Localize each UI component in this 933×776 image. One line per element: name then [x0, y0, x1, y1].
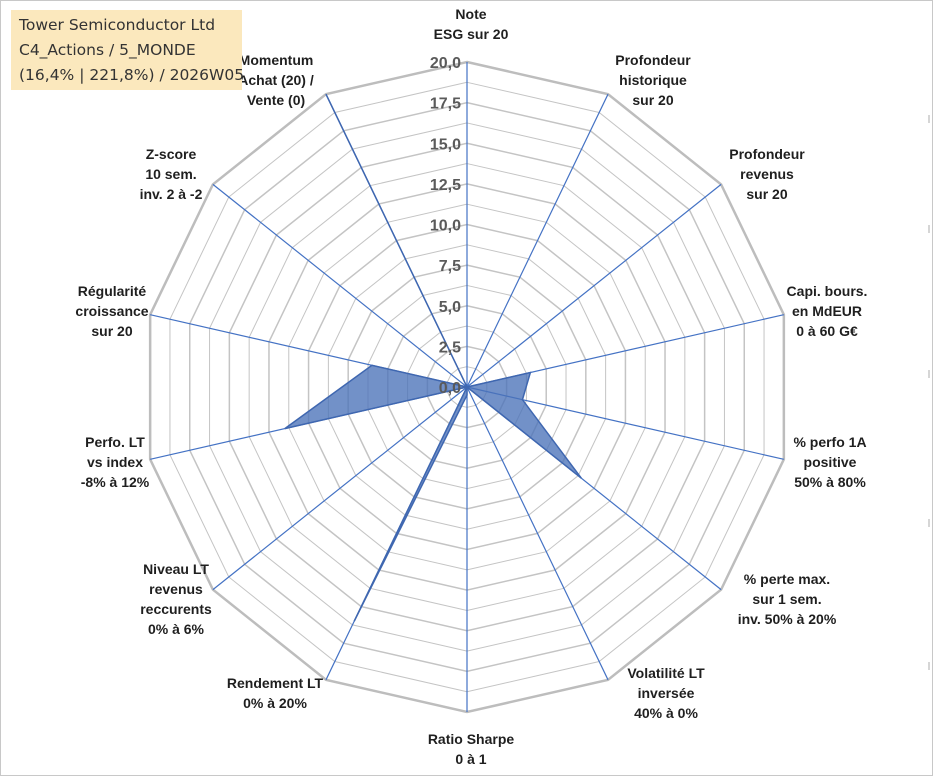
tick-label: 10,0 — [430, 218, 461, 235]
edge-mark — [928, 662, 930, 670]
axis-label-line: 0 à 60 G€ — [796, 323, 858, 339]
axis-label-line: Rendement LT — [226, 675, 324, 691]
axis-label-line: Volatilité LT — [627, 665, 705, 681]
axis-label-line: Z-score — [145, 146, 197, 162]
tick-label: 7,5 — [439, 258, 461, 275]
axis-label-line: Capi. bours. — [786, 283, 868, 299]
radar-series — [284, 93, 582, 622]
axis-label-line: Note — [455, 6, 487, 22]
axis-label-line: Régularité — [77, 283, 147, 299]
tick-label: 5,0 — [439, 299, 461, 316]
axis-spoke — [212, 386, 468, 591]
axis-label-line: ESG sur 20 — [433, 26, 509, 42]
tick-label: 12,5 — [430, 177, 461, 194]
axis-label-line: Perfo. LT — [85, 434, 145, 450]
axis-label-line: inv. 50% à 20% — [737, 611, 837, 627]
axis-label: Profondeur historique sur 20 — [615, 50, 690, 110]
axis-label-line: Profondeur — [729, 146, 805, 162]
axis-label-line: reccurents — [140, 601, 212, 617]
axis-label-line: 0% à 20% — [243, 695, 307, 711]
axis-label-line: 10 sem. — [145, 166, 197, 182]
axis-label: Z-score 10 sem. inv. 2 à -2 — [140, 144, 203, 204]
axis-label-line: inversée — [637, 685, 695, 701]
tick-label: 17,5 — [430, 96, 461, 113]
edge-mark — [928, 225, 930, 233]
axis-label-line: vs index — [86, 454, 144, 470]
axis-label-line: inv. 2 à -2 — [139, 186, 203, 202]
tick-label: 0,0 — [439, 380, 461, 397]
axis-label-line: Achat (20) / — [238, 72, 314, 88]
edge-mark — [928, 519, 930, 527]
axis-label: % perfo 1A positive 50% à 80% — [793, 432, 866, 492]
axis-label-line: 0% à 6% — [147, 621, 205, 637]
edge-mark — [928, 370, 930, 378]
axis-label: Ratio Sharpe 0 à 1 — [428, 729, 514, 769]
axis-label-line: croissance — [75, 303, 149, 319]
axis-spoke — [466, 386, 609, 681]
axis-spoke — [466, 183, 722, 388]
axis-label-line: 50% à 80% — [794, 474, 866, 490]
axis-label: Régularité croissance sur 20 — [75, 281, 148, 341]
axis-label: Rendement LT 0% à 20% — [227, 673, 323, 713]
axis-label: Momentum Achat (20) / Vente (0) — [238, 50, 313, 110]
axis-label-line: positive — [803, 454, 857, 470]
axis-label-line: sur 20 — [91, 323, 133, 339]
tick-label: 20,0 — [430, 55, 461, 72]
axis-label-line: historique — [619, 72, 687, 88]
tick-label: 15,0 — [430, 136, 461, 153]
axis-label-line: revenus — [740, 166, 794, 182]
axis-label: Profondeur revenus sur 20 — [729, 144, 804, 204]
company-name: Tower Semiconductor Ltd — [19, 16, 216, 34]
axis-spoke — [212, 183, 468, 388]
category-path: C4_Actions / 5_MONDE — [19, 41, 196, 59]
axis-label-line: Niveau LT — [143, 561, 209, 577]
axis-label: Capi. bours. en MdEUR 0 à 60 G€ — [787, 281, 868, 341]
axis-label: % perte max. sur 1 sem. inv. 50% à 20% — [738, 569, 837, 629]
axis-spoke — [466, 93, 609, 388]
axis-label-line: % perte max. — [743, 571, 831, 587]
axis-label-line: Ratio Sharpe — [427, 731, 515, 747]
axis-label-line: revenus — [149, 581, 203, 597]
axis-label-line: Vente (0) — [246, 92, 306, 108]
radar-tick-labels: 0,0 2,5 5,0 7,5 10,0 12,5 15,0 17,5 20,0 — [430, 55, 461, 397]
axis-label-line: 40% à 0% — [634, 705, 698, 721]
tick-label: 2,5 — [439, 339, 461, 356]
axis-label-line: sur 20 — [632, 92, 674, 108]
axis-label: Volatilité LT inversée 40% à 0% — [627, 663, 704, 723]
axis-label: Niveau LT revenus reccurents 0% à 6% — [140, 559, 212, 639]
axis-label-line: Profondeur — [615, 52, 691, 68]
axis-label-line: 0 à 1 — [455, 751, 487, 767]
axis-label-line: Momentum — [238, 52, 314, 68]
axis-label: Perfo. LT vs index -8% à 12% — [81, 432, 149, 492]
axis-label-line: sur 1 sem. — [752, 591, 822, 607]
axis-label-line: % perfo 1A — [793, 434, 867, 450]
info-box: Tower Semiconductor Ltd C4_Actions / 5_M… — [11, 10, 245, 90]
edge-mark — [928, 115, 930, 123]
axis-label-line: en MdEUR — [792, 303, 862, 319]
performance-week: (16,4% | 221,8%) / 2026W05 — [19, 66, 245, 84]
axis-label-line: sur 20 — [746, 186, 788, 202]
axis-label-line: -8% à 12% — [80, 474, 150, 490]
axis-label: Note ESG sur 20 — [434, 4, 509, 44]
